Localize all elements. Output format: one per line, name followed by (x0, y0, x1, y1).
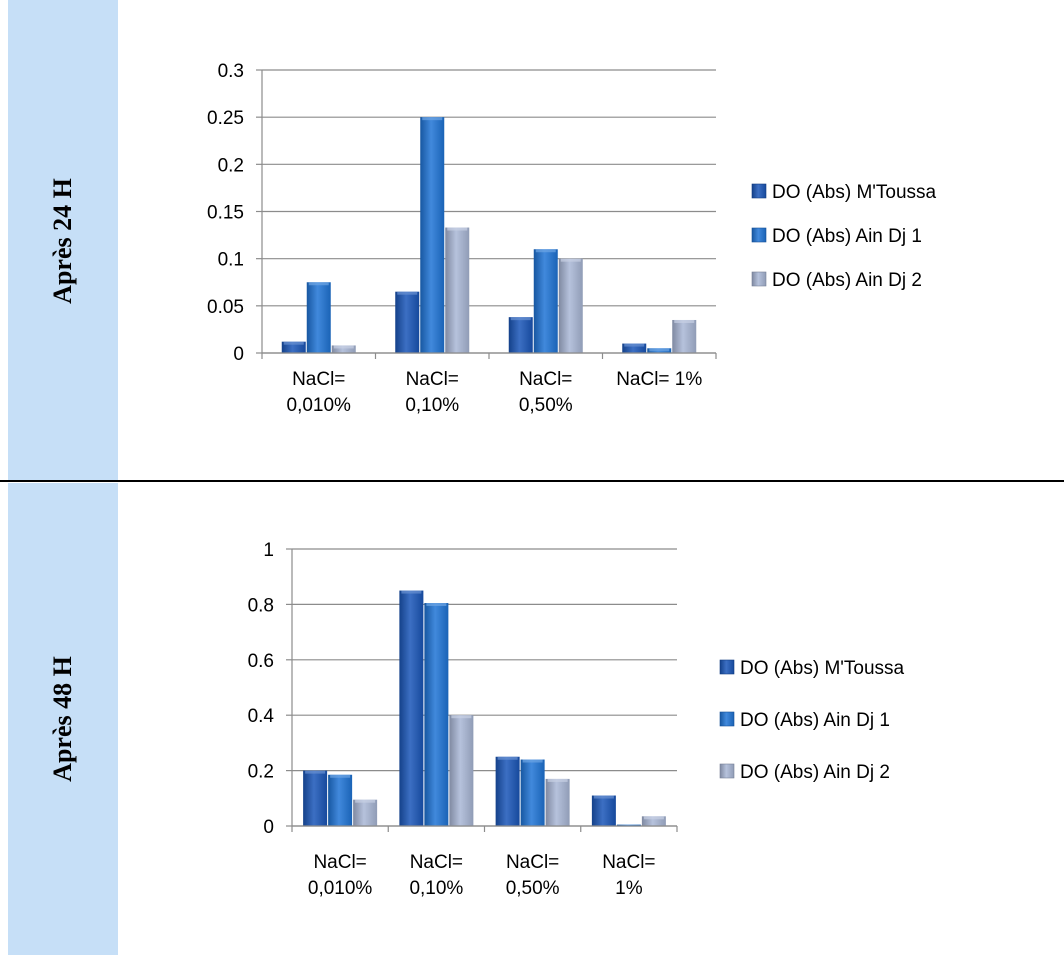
bar-highlight (401, 590, 422, 594)
x-category-label: 0,50% (519, 395, 573, 416)
bar-highlight (333, 345, 354, 349)
bar-highlight (305, 770, 326, 774)
legend-label: DO (Abs) Ain Dj 1 (772, 226, 922, 247)
bar (558, 258, 583, 353)
legend-label: DO (Abs) M'Toussa (772, 182, 937, 203)
bar-highlight (422, 117, 443, 121)
bar-highlight (330, 774, 351, 778)
row-label-cell: Après 24 H (8, 0, 118, 481)
legend-label: DO (Abs) M'Toussa (740, 658, 905, 679)
x-category-label: 0,010% (287, 395, 352, 416)
y-tick-label: 0.2 (248, 762, 274, 783)
x-category-label: NaCl= (519, 369, 572, 390)
x-category-label: NaCl= (292, 369, 345, 390)
bar-highlight (510, 317, 531, 321)
y-tick-label: 0.8 (248, 595, 274, 616)
y-tick-label: 0.25 (207, 108, 244, 129)
bar (672, 319, 697, 353)
bar (420, 117, 445, 354)
y-tick-label: 0.15 (207, 203, 244, 224)
y-tick-label: 0.1 (218, 250, 244, 271)
bar (616, 824, 641, 826)
legend-swatch (751, 227, 767, 243)
legend-label: DO (Abs) Ain Dj 1 (740, 710, 890, 731)
row-48h: Après 48 H 0 0.2 0.4 0.6 0.8 1 NaCl= 0,010% NaCl… (0, 481, 1064, 955)
bar (545, 778, 570, 826)
bar-highlight (522, 759, 543, 763)
bar (508, 317, 533, 353)
bar (641, 816, 666, 826)
bar-highlight (283, 341, 304, 345)
bar-highlight (593, 795, 614, 799)
bar (533, 249, 558, 353)
bar-highlight (649, 348, 670, 352)
bar (331, 345, 356, 353)
y-tick-label: 0 (233, 344, 244, 365)
x-category-label: NaCl= 1% (616, 369, 702, 390)
bar-highlight (643, 816, 664, 820)
bar-highlight (535, 249, 556, 253)
bar-highlight (547, 778, 568, 782)
bar-highlight (497, 756, 518, 760)
x-category-label: NaCl= (410, 852, 463, 873)
bar (399, 590, 424, 826)
bar (424, 603, 449, 826)
row-divider (0, 480, 1064, 482)
bar (520, 759, 545, 826)
bar-highlight (447, 227, 468, 231)
bar-highlight (355, 799, 376, 803)
bar-highlight (397, 291, 418, 295)
bar (328, 774, 353, 826)
bar (449, 715, 474, 826)
x-category-label: 0,50% (506, 878, 560, 899)
row-label-cell: Après 48 H (8, 483, 118, 955)
legend-swatch (751, 271, 767, 287)
bar (303, 770, 328, 826)
legend-swatch (719, 711, 735, 727)
y-tick-label: 0.2 (218, 155, 244, 176)
legend-swatch (719, 763, 735, 779)
y-tick-label: 1 (263, 540, 274, 561)
legend-label: DO (Abs) Ain Dj 2 (772, 270, 922, 291)
x-category-label: 0,10% (409, 878, 463, 899)
x-category-label: 0,010% (308, 878, 373, 899)
legend-label: DO (Abs) Ain Dj 2 (740, 762, 890, 783)
y-tick-label: 0.4 (248, 706, 275, 727)
x-category-label: 0,10% (405, 395, 459, 416)
x-category-label: NaCl= (506, 852, 559, 873)
bar-highlight (451, 715, 472, 719)
x-category-label: NaCl= (313, 852, 366, 873)
y-tick-label: 0.3 (218, 61, 244, 82)
bar (495, 756, 520, 826)
x-category-label: NaCl= (406, 369, 459, 390)
x-category-label: 1% (615, 878, 643, 899)
bar (306, 282, 331, 353)
bar (353, 799, 378, 826)
bar-highlight (560, 258, 581, 262)
y-tick-label: 0.6 (248, 651, 274, 672)
bar (395, 291, 420, 353)
bar-highlight (624, 343, 645, 347)
chart-48h: 0 0.2 0.4 0.6 0.8 1 NaCl= 0,010% NaCl= 0,10% NaCl=… (248, 540, 905, 899)
row-24h: Après 24 H 0 0.05 0.1 0.15 0.2 0.25 0.3 NaCl= 0,… (8, 0, 937, 481)
bar (622, 343, 647, 353)
legend-swatch (751, 183, 767, 199)
y-tick-label: 0 (263, 817, 274, 838)
chart-24h: 0 0.05 0.1 0.15 0.2 0.25 0.3 NaCl= 0,010% NaCl= 0,… (207, 61, 937, 416)
legend-swatch (719, 659, 735, 675)
bar-highlight (674, 319, 695, 323)
bar-highlight (426, 603, 447, 607)
x-category-label: NaCl= (602, 852, 655, 873)
bar (281, 341, 306, 353)
y-tick-label: 0.05 (207, 297, 244, 318)
bar (591, 795, 616, 826)
bar (445, 227, 470, 353)
bar-highlight (308, 282, 329, 286)
